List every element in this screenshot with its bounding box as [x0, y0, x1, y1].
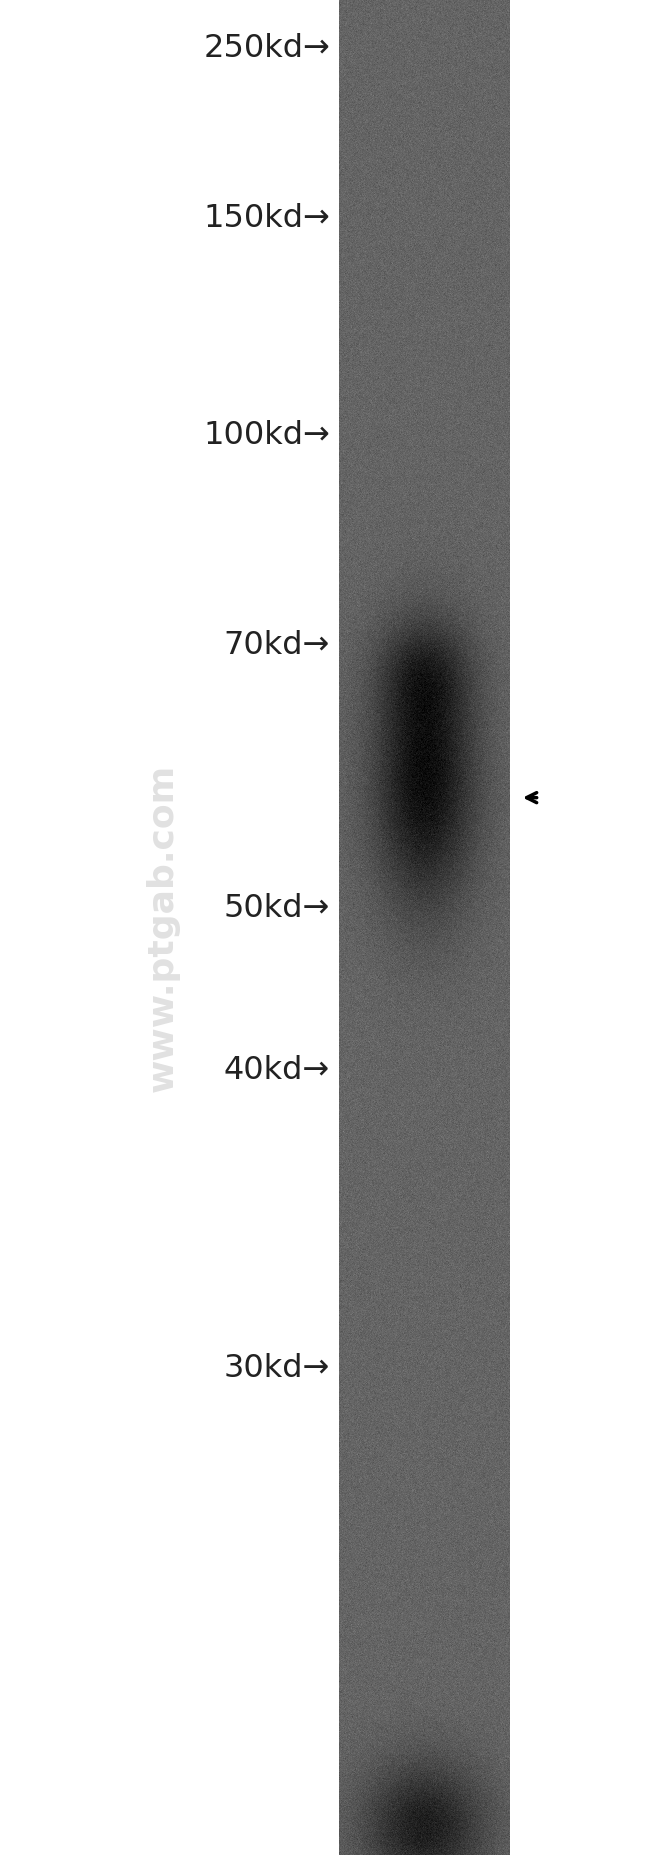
- Text: 100kd→: 100kd→: [203, 421, 330, 451]
- Text: 70kd→: 70kd→: [224, 631, 330, 660]
- Text: www.ptgab.com: www.ptgab.com: [146, 764, 179, 1091]
- Text: 50kd→: 50kd→: [224, 894, 330, 924]
- Text: 150kd→: 150kd→: [203, 204, 330, 234]
- Text: 30kd→: 30kd→: [224, 1354, 330, 1384]
- Text: 40kd→: 40kd→: [224, 1055, 330, 1085]
- Text: 250kd→: 250kd→: [203, 33, 330, 63]
